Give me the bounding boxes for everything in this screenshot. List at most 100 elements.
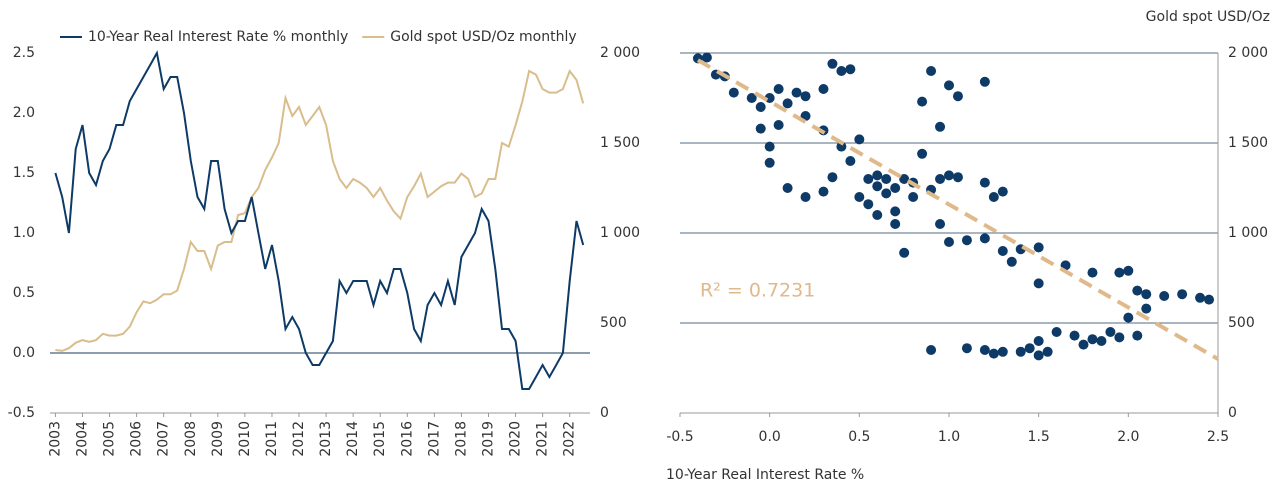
scatter-point xyxy=(1042,346,1053,357)
scatter-point xyxy=(782,98,793,109)
scatter-point xyxy=(1123,312,1134,323)
x-tick-label: 2007 xyxy=(156,421,172,457)
scatter-point xyxy=(701,52,712,63)
scatter-point xyxy=(997,246,1008,256)
x-tick-label: 1.5 xyxy=(1028,429,1050,445)
scatter-point xyxy=(944,170,954,181)
scatter-point xyxy=(1033,242,1044,253)
scatter-point xyxy=(917,96,928,107)
scatter-point xyxy=(782,183,793,193)
x-tick-label: -0.5 xyxy=(666,429,693,445)
scatter-point xyxy=(997,186,1008,197)
scatter-point xyxy=(854,192,865,202)
scatter-point xyxy=(800,91,811,102)
scatter-point xyxy=(755,102,766,112)
scatter-point xyxy=(818,84,829,94)
scatter-point xyxy=(1078,339,1089,350)
x-tick-label: 1.0 xyxy=(938,429,960,445)
scatter-point xyxy=(899,174,910,184)
trend-line xyxy=(696,58,1219,361)
scatter-point xyxy=(1033,278,1044,289)
y-axis-title: Gold spot USD/Oz xyxy=(1146,9,1270,25)
y-tick-label: 0 xyxy=(1228,405,1237,421)
x-tick-label: 2013 xyxy=(318,421,334,457)
scatter-point xyxy=(961,343,972,354)
x-tick-label: 2014 xyxy=(345,421,361,457)
x-tick-label: 2022 xyxy=(562,421,578,457)
scatter-point xyxy=(827,172,838,183)
scatter-point xyxy=(1069,330,1080,341)
y-tick-label: 1.5 xyxy=(13,165,35,181)
scatter-point xyxy=(979,177,990,188)
x-tick-label: 2004 xyxy=(74,421,90,457)
scatter-point xyxy=(926,345,937,355)
scatter-point xyxy=(845,156,856,166)
x-tick-label: 2.0 xyxy=(1117,429,1139,445)
x-tick-label: 2018 xyxy=(453,421,469,457)
scatter-point xyxy=(1114,332,1125,343)
x-tick-label: 2011 xyxy=(264,421,280,457)
scatter-point xyxy=(1033,350,1044,361)
scatter-point xyxy=(1204,294,1215,305)
scatter-point xyxy=(845,64,856,75)
scatter-point xyxy=(728,87,739,98)
scatter-point xyxy=(1015,346,1026,357)
scatter-point xyxy=(890,183,901,193)
y-tick-label: 500 xyxy=(1228,315,1255,331)
scatter-point xyxy=(881,188,892,199)
x-tick-label: 2012 xyxy=(291,421,307,457)
x-axis-title: 10-Year Real Interest Rate % xyxy=(666,467,864,483)
scatter-point xyxy=(1132,285,1143,296)
scatter-point xyxy=(764,93,775,103)
scatter-point xyxy=(791,87,802,98)
scatter-point xyxy=(979,76,990,87)
x-tick-label: 0.5 xyxy=(848,429,870,445)
scatter-point xyxy=(890,206,901,217)
scatter-point xyxy=(872,210,883,220)
scatter-point xyxy=(1114,267,1125,278)
scatter-point xyxy=(1051,327,1062,337)
scatter-point xyxy=(1096,336,1107,346)
x-tick-label: 2020 xyxy=(508,421,524,457)
y-tick-label: 2.5 xyxy=(13,45,35,61)
scatter-point xyxy=(800,192,811,202)
y-tick-label: 1.0 xyxy=(13,225,35,241)
scatter-point xyxy=(988,348,999,359)
scatter-point xyxy=(1123,265,1134,276)
scatter-point xyxy=(1132,330,1143,341)
scatter-point xyxy=(863,174,874,184)
y-tick-label: 2 000 xyxy=(1228,45,1268,61)
x-tick-label: 2016 xyxy=(399,421,415,457)
scatter-point xyxy=(1195,292,1206,303)
scatter-point xyxy=(881,174,892,184)
scatter-point xyxy=(836,141,847,152)
x-tick-label: 2021 xyxy=(535,421,551,457)
x-tick-label: 2009 xyxy=(210,421,226,457)
scatter-point xyxy=(755,123,766,134)
legend-label: 10-Year Real Interest Rate % monthly xyxy=(88,29,348,45)
scatter-point xyxy=(863,199,874,210)
series-line xyxy=(55,68,585,352)
scatter-point xyxy=(836,66,847,76)
scatter-point xyxy=(979,233,990,244)
x-tick-label: 2003 xyxy=(47,421,63,457)
x-tick-label: 2017 xyxy=(426,421,442,457)
scatter-point xyxy=(854,134,865,145)
scatter-point xyxy=(1159,291,1170,301)
y2-tick-label: 0 xyxy=(600,405,609,421)
x-tick-label: 2.5 xyxy=(1207,429,1229,445)
scatter-point xyxy=(890,219,901,229)
scatter-point xyxy=(1087,334,1098,345)
scatter-point xyxy=(899,247,910,258)
scatter-point xyxy=(908,192,919,202)
x-tick-label: 2006 xyxy=(129,421,145,457)
scatter-point xyxy=(917,148,928,159)
scatter-point xyxy=(944,237,954,247)
y2-tick-label: 2 000 xyxy=(600,45,640,61)
scatter-point xyxy=(952,91,963,102)
y-tick-label: -0.5 xyxy=(8,405,35,421)
scatter-point xyxy=(935,174,946,184)
y-tick-label: 1 500 xyxy=(1228,135,1268,151)
scatter-point xyxy=(1006,256,1017,267)
